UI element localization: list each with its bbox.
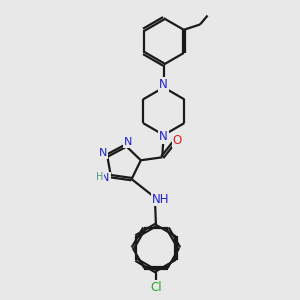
Text: N: N (101, 173, 110, 183)
Text: N: N (159, 78, 168, 91)
Text: NH: NH (152, 193, 169, 206)
Text: N: N (124, 137, 132, 147)
Text: H: H (96, 172, 103, 182)
Text: Cl: Cl (150, 281, 162, 294)
Text: O: O (172, 134, 182, 147)
Text: N: N (99, 148, 107, 158)
Text: N: N (159, 130, 168, 143)
